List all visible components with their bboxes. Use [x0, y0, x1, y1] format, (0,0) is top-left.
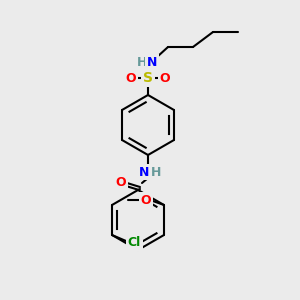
Text: O: O: [126, 71, 136, 85]
Text: O: O: [116, 176, 126, 190]
Text: N: N: [147, 56, 157, 68]
Text: N: N: [139, 166, 149, 178]
Text: O: O: [141, 194, 151, 206]
Text: H: H: [137, 56, 147, 68]
Text: H: H: [151, 166, 161, 178]
Text: O: O: [160, 71, 170, 85]
Text: S: S: [143, 71, 153, 85]
Text: Cl: Cl: [128, 236, 141, 250]
